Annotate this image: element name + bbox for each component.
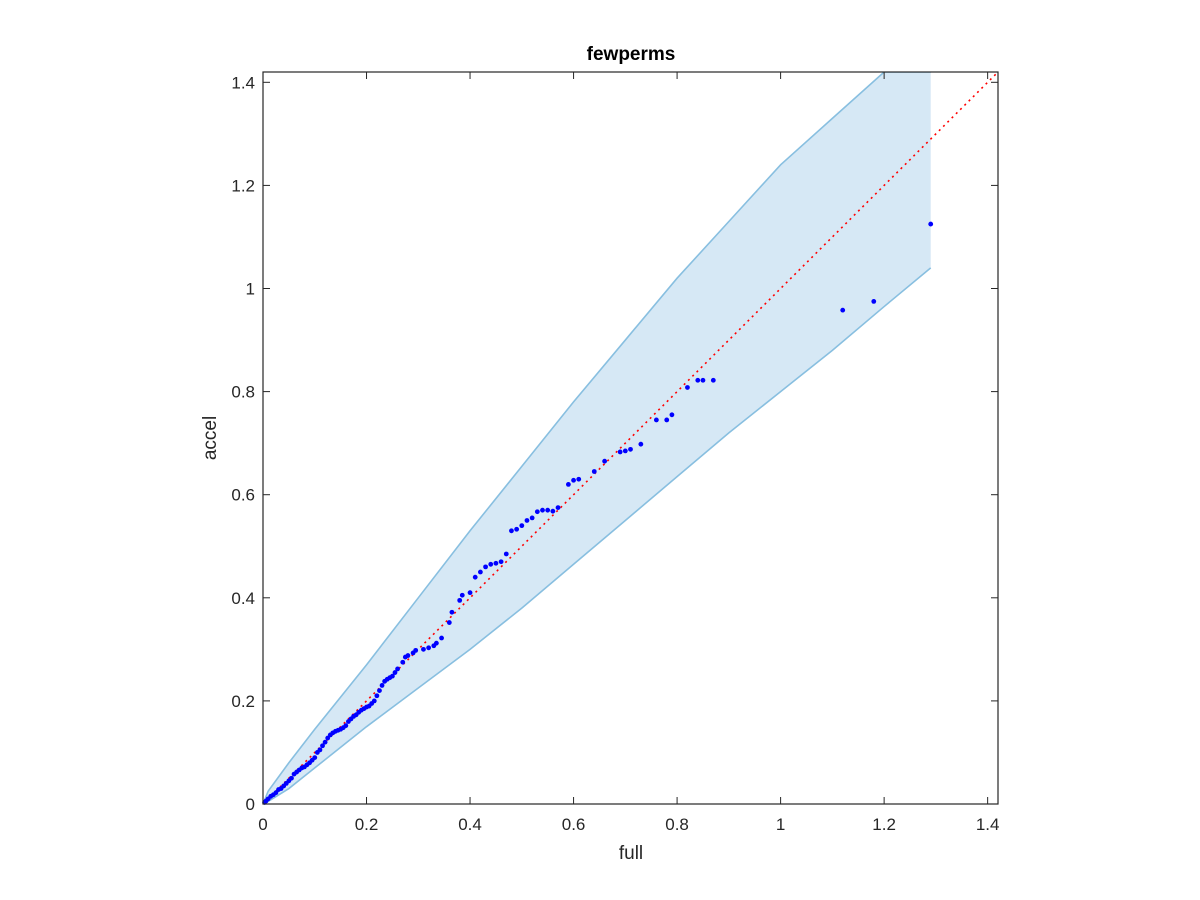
data-point — [628, 446, 633, 452]
data-point — [446, 620, 452, 625]
data-point — [374, 693, 380, 699]
data-point — [545, 507, 551, 513]
data-point — [322, 739, 328, 745]
x-axis-label: full — [619, 843, 643, 864]
data-point — [622, 448, 628, 454]
y-tick-label: 1.2 — [231, 176, 255, 195]
x-axis-ticks: 0 0.2 0.4 0.6 0.8 1 1.2 1.4 — [258, 72, 999, 834]
data-point — [483, 564, 488, 570]
data-point — [871, 298, 877, 304]
data-point — [449, 609, 455, 615]
confidence-band-upper-edge — [263, 72, 931, 804]
data-point — [534, 509, 540, 515]
data-point — [498, 559, 504, 565]
data-point — [555, 505, 561, 510]
data-point — [405, 653, 411, 658]
data-point — [400, 659, 406, 665]
data-point — [395, 666, 400, 672]
data-points-layer — [262, 221, 934, 805]
data-point — [477, 569, 483, 575]
reference-line-layer — [262, 71, 999, 805]
chart-title: fewperms — [587, 44, 676, 65]
data-point — [695, 377, 701, 383]
data-point — [371, 698, 377, 704]
data-point — [509, 528, 514, 534]
data-point — [710, 377, 716, 383]
confidence-band-layer — [263, 72, 932, 804]
y-tick-label: 1 — [246, 280, 255, 299]
data-point — [840, 307, 846, 313]
data-point — [392, 670, 398, 675]
data-point — [377, 688, 382, 693]
y-tick-label: 0.6 — [231, 486, 255, 505]
x-tick-label: 0 — [258, 815, 267, 834]
data-point — [459, 592, 465, 598]
data-point — [343, 723, 349, 729]
x-tick-label: 0.2 — [355, 815, 379, 834]
data-point — [591, 469, 597, 474]
data-point — [540, 507, 545, 513]
data-point — [664, 417, 670, 423]
data-point — [379, 683, 385, 688]
data-point — [524, 518, 530, 523]
x-tick-label: 1 — [776, 815, 785, 834]
data-point — [317, 747, 323, 753]
data-point — [390, 673, 395, 679]
data-point — [472, 574, 478, 580]
data-point — [503, 551, 509, 557]
data-point — [493, 560, 499, 566]
data-point — [439, 635, 444, 641]
data-point — [519, 523, 525, 529]
data-point — [928, 221, 934, 227]
data-point — [700, 377, 706, 383]
x-tick-label: 1.4 — [976, 815, 1000, 834]
x-tick-label: 0.6 — [562, 815, 586, 834]
data-point — [320, 743, 325, 749]
data-point — [617, 449, 623, 455]
y-tick-label: 0.2 — [231, 692, 255, 711]
data-point — [576, 476, 582, 482]
data-point — [514, 526, 520, 532]
x-tick-label: 0.4 — [458, 815, 482, 834]
data-point — [467, 590, 473, 596]
confidence-band-area — [263, 72, 931, 804]
y-axis-ticks: 0 0.2 0.4 0.6 0.8 1 1.2 1.4 — [231, 73, 998, 814]
data-point — [421, 646, 426, 652]
data-point — [312, 755, 318, 761]
reference-line — [262, 71, 999, 805]
data-point — [602, 458, 608, 464]
data-point — [685, 385, 690, 390]
axes-box — [262, 71, 999, 805]
data-point — [571, 477, 576, 483]
data-point — [638, 441, 644, 447]
data-point — [413, 647, 419, 653]
y-tick-label: 0.8 — [231, 383, 255, 402]
y-axis-label: accel — [200, 416, 221, 460]
y-tick-label: 0 — [246, 795, 255, 814]
data-point — [550, 508, 556, 514]
confidence-band-lower-edge — [263, 267, 932, 804]
data-point — [433, 640, 439, 646]
y-tick-label: 1.4 — [231, 73, 255, 92]
data-point — [565, 481, 571, 487]
data-point — [653, 417, 659, 423]
x-tick-label: 0.8 — [665, 815, 689, 834]
data-point — [669, 412, 675, 418]
data-point — [488, 561, 494, 567]
data-point — [457, 597, 463, 603]
data-point — [529, 515, 535, 521]
data-point — [426, 645, 432, 651]
x-tick-label: 1.2 — [872, 815, 896, 834]
y-tick-label: 0.4 — [231, 589, 255, 608]
data-point — [289, 775, 294, 781]
